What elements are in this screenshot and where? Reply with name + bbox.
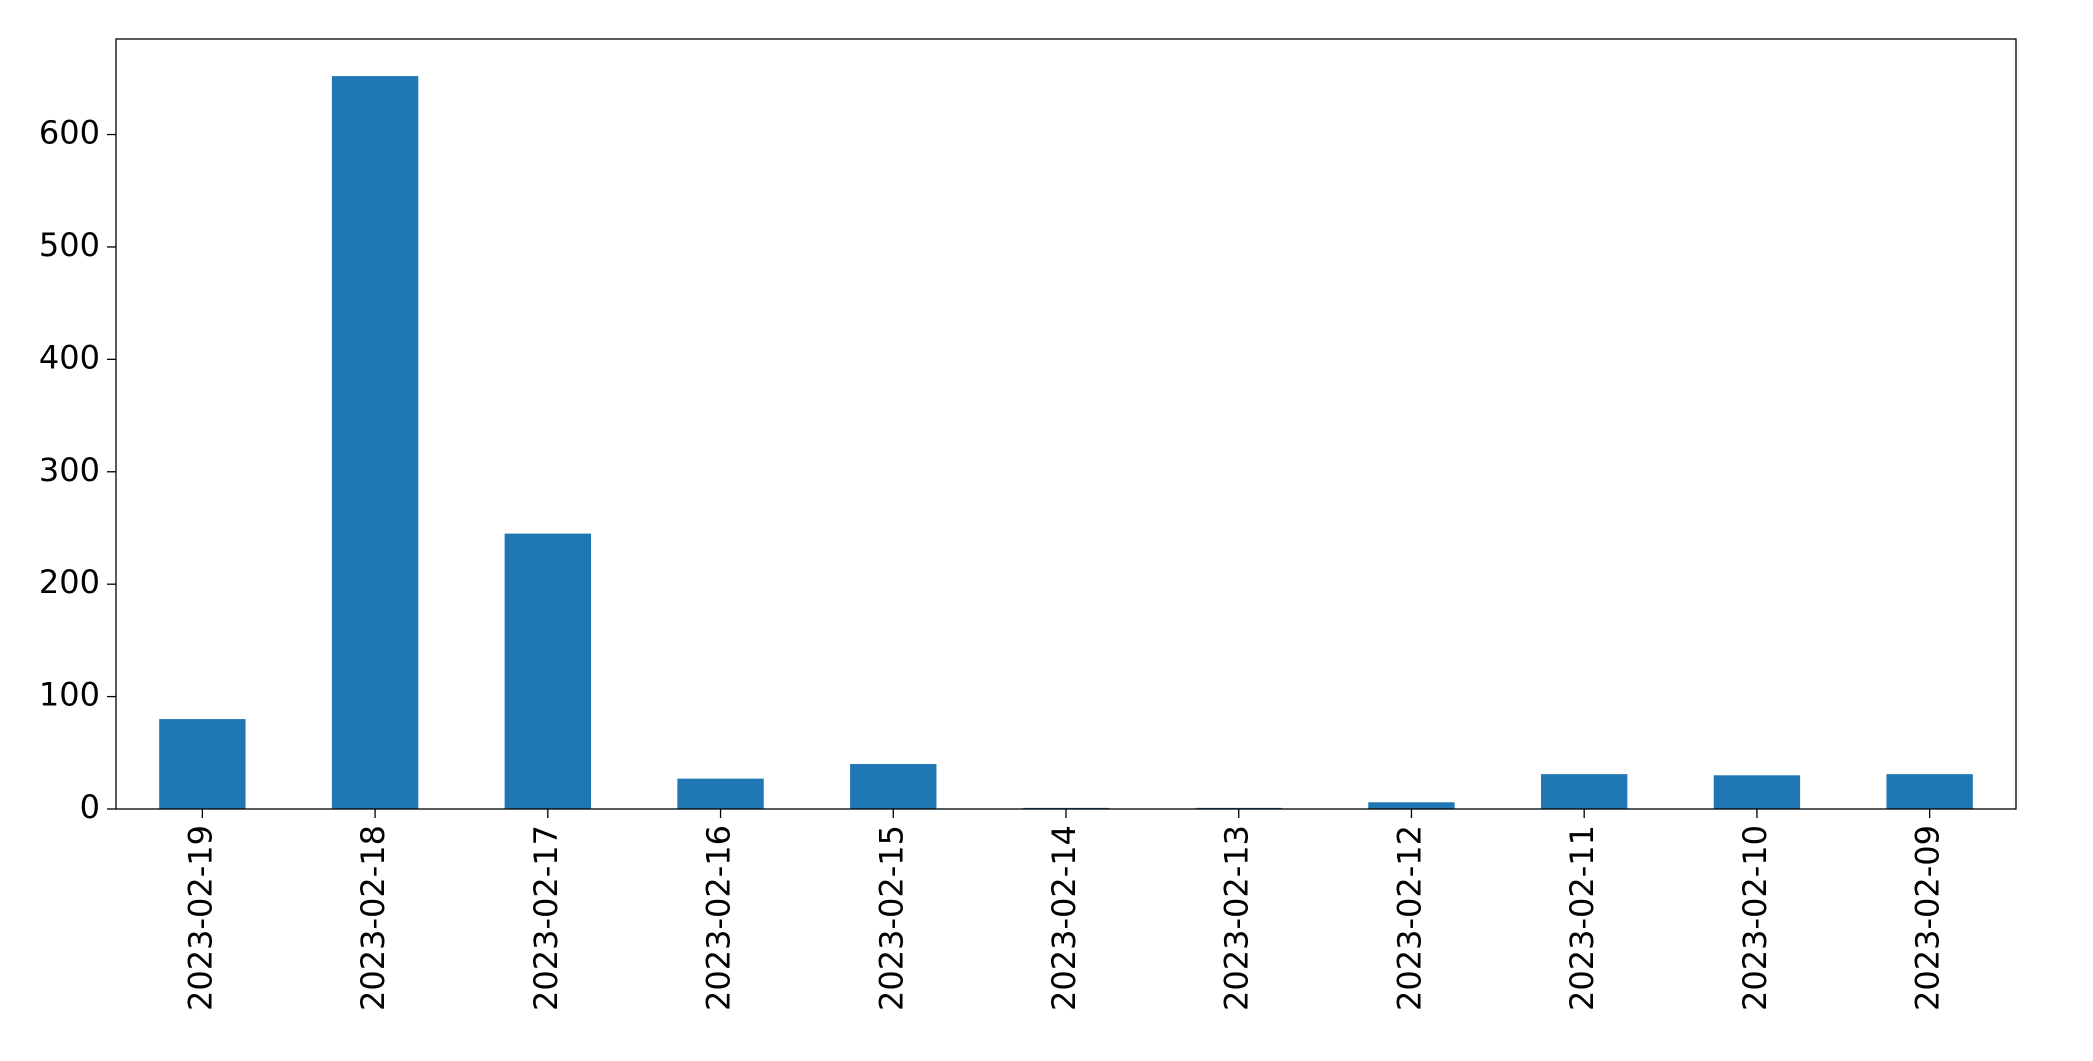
y-tick-label: 400 [39,338,100,376]
y-tick-label: 500 [39,226,100,264]
x-tick-label: 2023-02-14 [1045,825,1083,1011]
y-tick-label: 300 [39,451,100,489]
y-tick-label: 0 [80,788,100,826]
y-tick-label: 200 [39,563,100,601]
bar [1368,802,1455,809]
bar [1541,774,1628,809]
bar [677,778,764,809]
x-tick-label: 2023-02-12 [1390,825,1428,1011]
y-tick-label: 600 [39,114,100,152]
bar [504,533,591,809]
bar [1886,774,1973,809]
y-tick-label: 100 [39,676,100,714]
bar [331,76,419,809]
x-tick-label: 2023-02-11 [1563,825,1601,1011]
x-tick-label: 2023-02-15 [872,825,910,1011]
x-tick-label: 2023-02-18 [354,825,392,1011]
x-tick-label: 2023-02-10 [1736,825,1774,1011]
x-tick-label: 2023-02-09 [1909,825,1947,1011]
bar [159,719,246,809]
x-tick-label: 2023-02-17 [527,825,565,1011]
x-tick-label: 2023-02-13 [1218,825,1256,1011]
bar [850,764,937,809]
x-tick-label: 2023-02-16 [700,825,738,1011]
bar [1713,775,1801,809]
x-tick-label: 2023-02-19 [181,825,219,1011]
